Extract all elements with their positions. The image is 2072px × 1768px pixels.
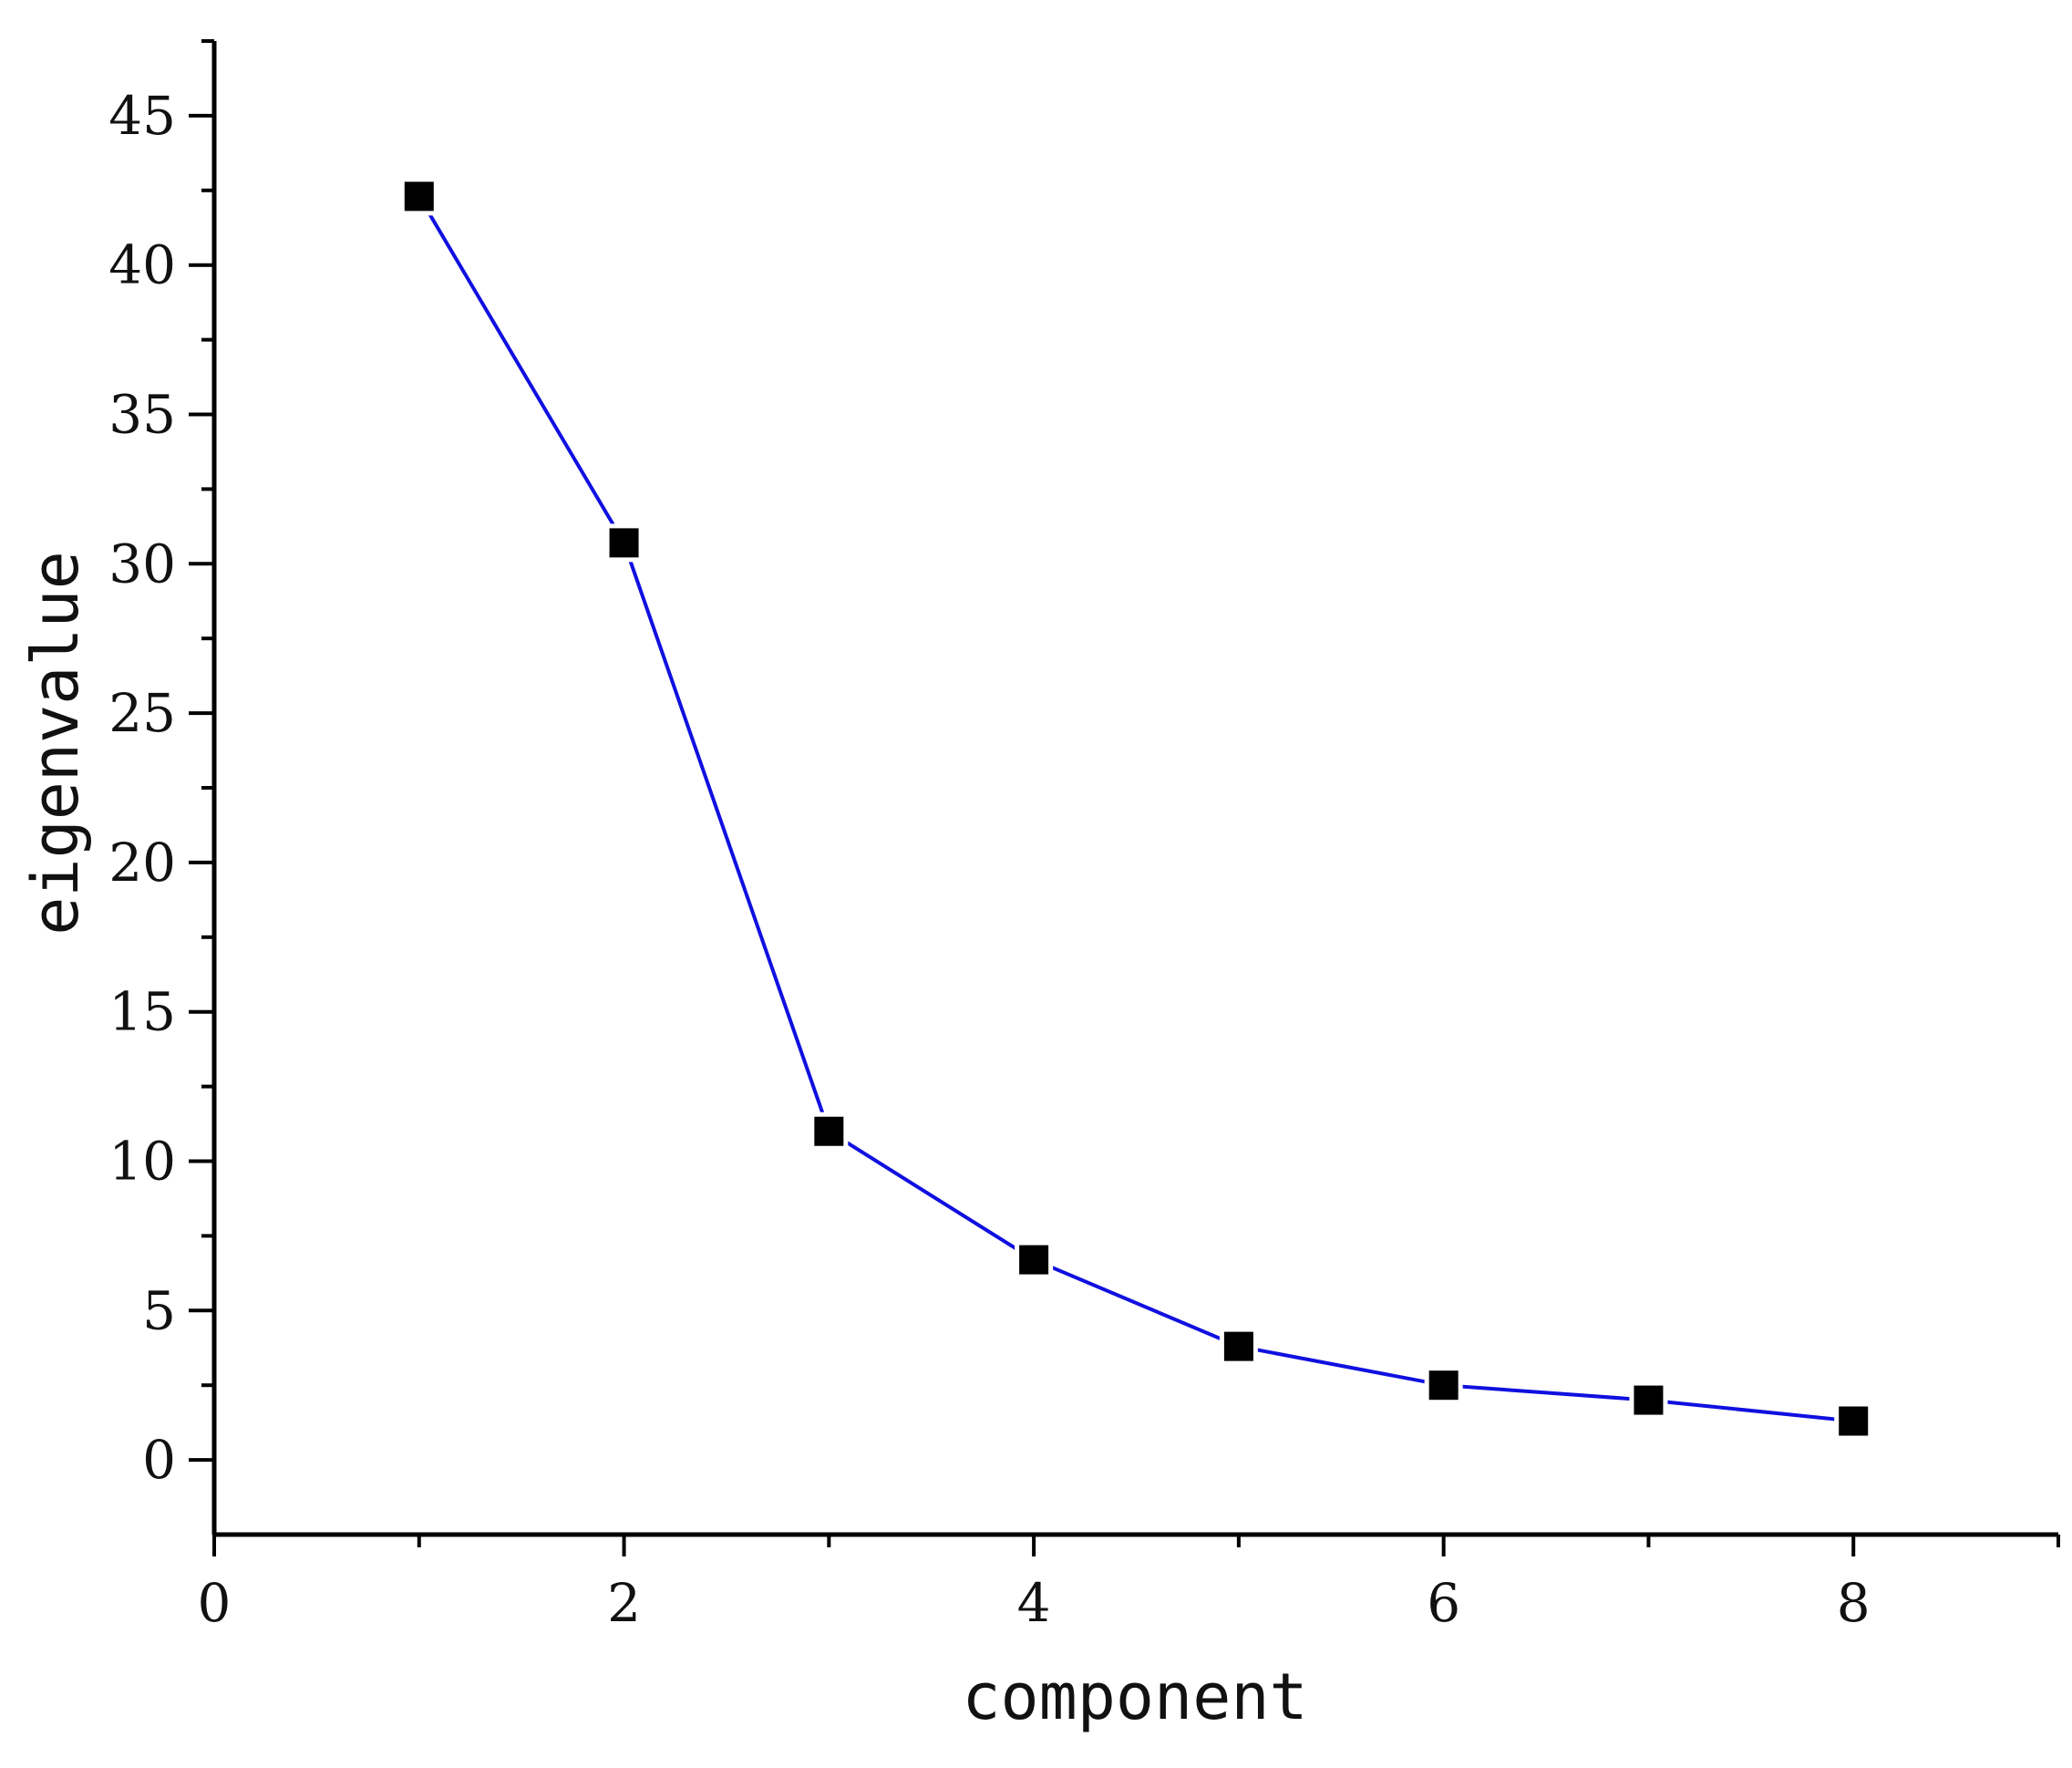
- data-point: [1223, 1331, 1253, 1361]
- x-tick-label: 8: [1837, 1572, 1871, 1634]
- y-tick-label: 5: [142, 1279, 176, 1341]
- y-tick-label: 25: [108, 682, 176, 744]
- x-tick-label: 4: [1017, 1572, 1051, 1634]
- y-axis-ticks: 0 5 10 15 20 25 30 35 40 45: [108, 39, 214, 1491]
- data-point: [1839, 1406, 1869, 1436]
- y-axis-title: eigenvalue: [18, 551, 93, 935]
- data-point: [609, 528, 639, 558]
- data-point: [404, 181, 434, 212]
- y-tick-label: 40: [108, 234, 176, 296]
- y-tick-label: 30: [108, 532, 176, 595]
- data-point: [1634, 1385, 1664, 1415]
- data-point: [814, 1116, 844, 1146]
- x-tick-label: 6: [1427, 1572, 1460, 1634]
- series-line: [417, 195, 1854, 1423]
- x-tick-label: 2: [607, 1572, 641, 1634]
- y-tick-label: 0: [142, 1429, 176, 1491]
- data-point: [1428, 1370, 1459, 1401]
- x-tick-label: 0: [198, 1572, 232, 1634]
- axes: [211, 41, 2058, 1537]
- data-series: [399, 177, 1873, 1441]
- x-axis-title: component: [962, 1659, 1307, 1734]
- y-tick-label: 10: [108, 1131, 176, 1193]
- y-tick-label: 15: [108, 981, 176, 1043]
- y-tick-label: 20: [108, 832, 176, 894]
- x-axis-ticks: 0 2 4 6 8: [198, 1535, 2060, 1634]
- y-tick-label: 35: [108, 384, 176, 446]
- y-tick-label: 45: [108, 85, 176, 147]
- data-point: [1019, 1245, 1049, 1275]
